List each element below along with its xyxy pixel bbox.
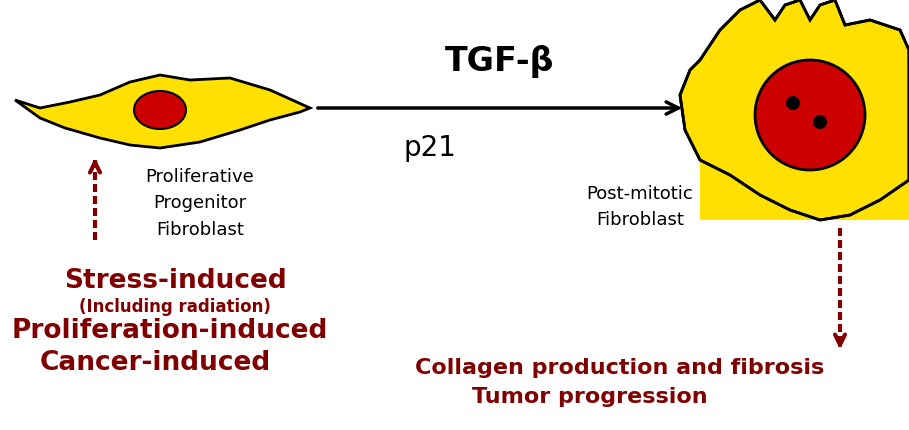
- Text: Tumor progression: Tumor progression: [472, 387, 708, 407]
- Text: Cancer-induced: Cancer-induced: [39, 350, 271, 376]
- Text: Proliferation-induced: Proliferation-induced: [12, 318, 328, 344]
- Text: Collagen production and fibrosis: Collagen production and fibrosis: [415, 358, 824, 378]
- Circle shape: [813, 115, 827, 129]
- Text: (Including radiation): (Including radiation): [79, 298, 271, 316]
- Text: Post-mitotic
Fibroblast: Post-mitotic Fibroblast: [586, 185, 694, 229]
- Polygon shape: [700, 60, 909, 220]
- Text: p21: p21: [404, 134, 456, 162]
- Text: Proliferative
Progenitor
Fibroblast: Proliferative Progenitor Fibroblast: [145, 168, 255, 239]
- Polygon shape: [15, 75, 310, 148]
- Ellipse shape: [134, 91, 186, 129]
- Text: TGF-β: TGF-β: [445, 46, 554, 79]
- Polygon shape: [680, 0, 909, 220]
- Polygon shape: [693, 75, 718, 165]
- Circle shape: [755, 60, 865, 170]
- Circle shape: [786, 96, 800, 110]
- Text: Stress-induced: Stress-induced: [64, 268, 286, 294]
